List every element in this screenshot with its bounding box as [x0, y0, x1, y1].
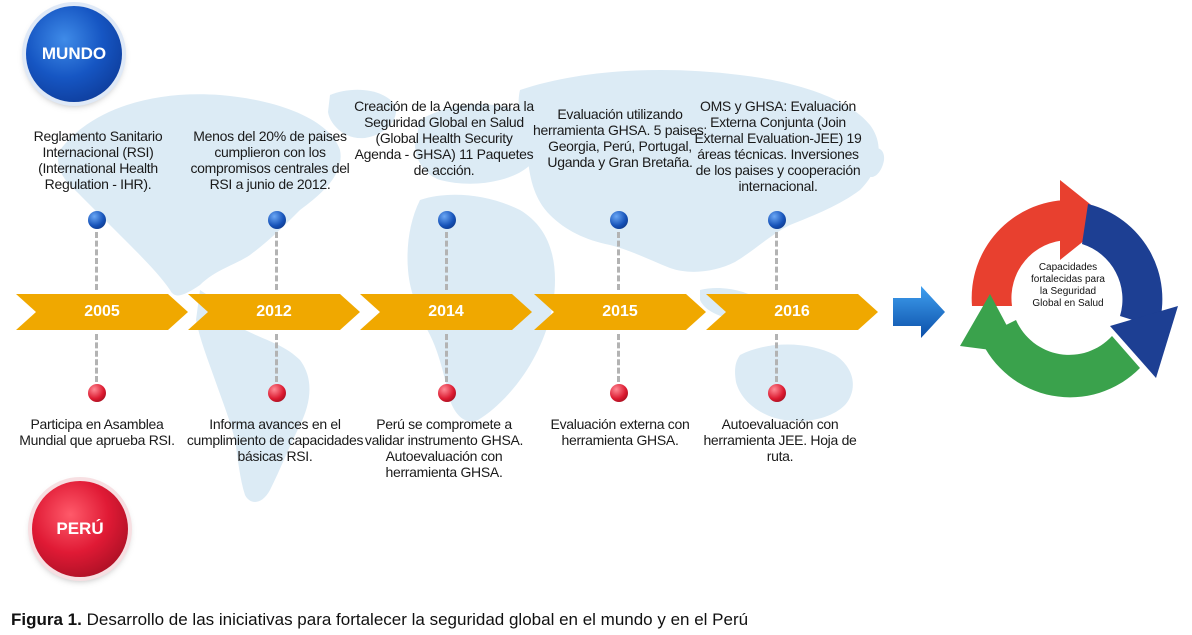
peru-marker-2005 — [88, 384, 106, 402]
connector-top-2016 — [775, 232, 778, 290]
connector-bottom-2015 — [617, 334, 620, 382]
peru-marker-2014 — [438, 384, 456, 402]
connector-bottom-2012 — [275, 334, 278, 382]
year-label-2016: 2016 — [774, 303, 810, 320]
connector-top-2012 — [275, 232, 278, 290]
mundo-marker-2016 — [768, 211, 786, 229]
peru-text-2015: Evaluación externa con herramienta GHSA. — [550, 416, 690, 448]
mundo-marker-2005 — [88, 211, 106, 229]
peru-marker-2015 — [610, 384, 628, 402]
year-label-2012: 2012 — [256, 303, 292, 320]
mundo-label: MUNDO — [41, 44, 107, 63]
peru-marker-2012 — [268, 384, 286, 402]
peru-marker-2016 — [768, 384, 786, 402]
year-banner-2016: 2016 — [706, 294, 878, 330]
connector-bottom-2014 — [445, 334, 448, 382]
mundo-marker-2014 — [438, 211, 456, 229]
year-label-2005: 2005 — [84, 303, 120, 320]
year-label-2014: 2014 — [428, 303, 464, 320]
connector-bottom-2005 — [95, 334, 98, 382]
peru-label: PERÚ — [56, 519, 104, 538]
figure-caption: Figura 1. Desarrollo de las iniciativas … — [11, 610, 748, 630]
cycle-arrows-icon — [960, 180, 1178, 398]
peru-text-2014: Perú se compromete a validar instrumento… — [364, 416, 524, 480]
connector-top-2005 — [95, 232, 98, 290]
figure-caption-text: Desarrollo de las iniciativas para forta… — [86, 610, 749, 629]
year-banner-2014: 2014 — [360, 294, 532, 330]
mundo-marker-2012 — [268, 211, 286, 229]
year-banner-2015: 2015 — [534, 294, 706, 330]
mundo-text-2012: Menos del 20% de paises cumplieron con l… — [190, 128, 350, 192]
connector-top-2015 — [617, 232, 620, 290]
connector-top-2014 — [445, 232, 448, 290]
year-banner-2012: 2012 — [188, 294, 360, 330]
mundo-marker-2015 — [610, 211, 628, 229]
mundo-text-2014: Creación de la Agenda para la Seguridad … — [354, 98, 534, 178]
peru-text-2016: Autoevaluación con herramienta JEE. Hoja… — [703, 416, 857, 464]
figure-caption-prefix: Figura 1. — [11, 610, 82, 629]
peru-text-2012: Informa avances en el cumplimiento de ca… — [186, 416, 364, 464]
year-banner-2005: 2005 — [16, 294, 188, 330]
mundo-text-2005: Reglamento Sanitario Internacional (RSI)… — [33, 128, 163, 192]
mundo-circle: MUNDO — [26, 6, 122, 102]
connector-bottom-2016 — [775, 334, 778, 382]
peru-text-2005: Participa en Asamblea Mundial que aprueb… — [19, 416, 175, 448]
year-label-2015: 2015 — [602, 303, 638, 320]
cycle-center-label: Capacidades fortalecidas para la Segurid… — [1031, 262, 1105, 309]
arrow-right-icon — [893, 286, 945, 338]
mundo-text-2015: Evaluación utilizando herramienta GHSA. … — [533, 106, 707, 170]
mundo-text-2016: OMS y GHSA: Evaluación Externa Conjunta … — [694, 98, 862, 194]
peru-circle: PERÚ — [32, 481, 128, 577]
